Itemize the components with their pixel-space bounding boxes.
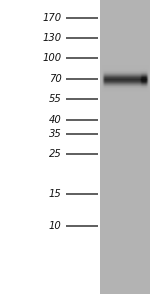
Text: 15: 15 (49, 189, 61, 199)
Text: 130: 130 (42, 33, 62, 43)
Text: 25: 25 (49, 149, 61, 159)
Text: 170: 170 (42, 13, 62, 23)
Text: 35: 35 (49, 129, 61, 139)
Text: 40: 40 (49, 115, 61, 125)
Text: 70: 70 (49, 74, 61, 84)
Text: 10: 10 (49, 221, 61, 231)
Text: 55: 55 (49, 94, 61, 104)
Text: 100: 100 (42, 53, 62, 63)
Bar (100, 0, 150, 294)
